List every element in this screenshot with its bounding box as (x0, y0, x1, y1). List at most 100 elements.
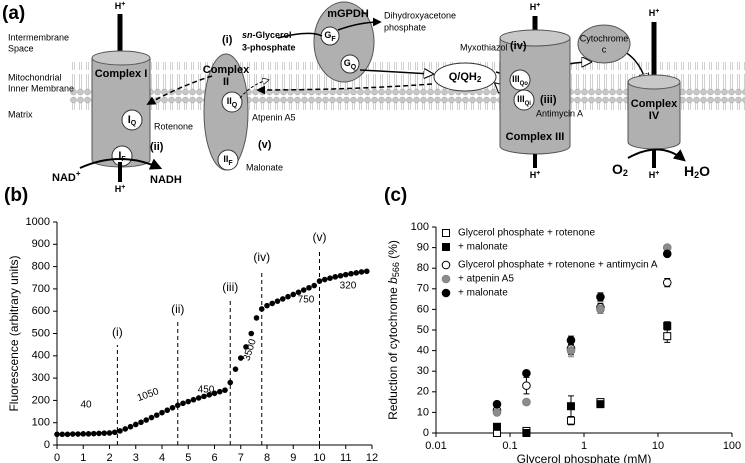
data-point (285, 293, 291, 300)
data-point (253, 315, 260, 321)
legend-label: Glycerol phosphate + rotenone + antimyci… (458, 260, 658, 271)
enzyme-label: mGPDH (327, 8, 369, 20)
product-label: Dihydroxyacetone (384, 10, 456, 20)
legend-label: + atpenin A5 (458, 274, 514, 285)
site-label: GQ (344, 58, 357, 70)
complex-label: Complex I (95, 68, 148, 80)
x-tick-label: 0 (54, 452, 60, 463)
step-label: (ii) (150, 141, 164, 153)
x-tick-label: 12 (366, 452, 378, 463)
site-label: IQ (128, 114, 137, 127)
data-point (216, 388, 223, 395)
y-tick-label: 1000 (26, 216, 50, 228)
y-axis-title-part: Reduction of cytochrome (386, 284, 400, 420)
data-point (153, 412, 160, 418)
data-point (274, 298, 281, 304)
data-point (90, 430, 97, 437)
x-tick-label: 11 (340, 452, 351, 463)
data-point (348, 270, 354, 277)
data-point (295, 289, 302, 296)
y-tick-label: 100 (411, 221, 429, 233)
y-tick-label: 60 (417, 303, 429, 315)
y-tick-label: 0 (44, 439, 50, 451)
data-point (332, 274, 339, 280)
data-point (222, 387, 228, 393)
panel-label: (a) (2, 3, 25, 24)
y-tick-label: 80 (417, 262, 429, 274)
data-point (190, 396, 197, 403)
site-label: IIF (223, 154, 233, 166)
y-tick-label: 900 (32, 238, 50, 250)
step-label: (iii) (540, 94, 557, 106)
data-point (59, 431, 66, 438)
proton-label: H+ (115, 184, 126, 195)
complex-label: Complex III (506, 131, 565, 143)
data-point (264, 302, 270, 309)
y-tick-label: 800 (32, 261, 50, 273)
data-point (69, 431, 76, 437)
step-label: (i) (222, 34, 233, 46)
rate-label: 1050 (136, 386, 161, 404)
data-point (111, 429, 118, 436)
data-point (492, 399, 502, 409)
substrate-label: sn-Glycerol (242, 30, 292, 40)
y-tick-label: 100 (32, 417, 50, 429)
data-point (522, 429, 531, 437)
proton-label: H+ (649, 170, 660, 181)
site-label: GF (324, 30, 336, 42)
data-point (80, 431, 87, 437)
y-axis-title: Fluorescence (arbitrary units) (7, 255, 21, 411)
data-point (258, 306, 265, 312)
legend-marker (441, 288, 451, 298)
data-point (353, 270, 360, 276)
data-point (206, 392, 213, 398)
y-tick-label: 90 (417, 242, 429, 254)
legend-label: + malonate (458, 288, 508, 299)
y-tick-label: 20 (417, 386, 429, 398)
inhibitor-label: Antimycin A (536, 108, 583, 118)
site-label: IIIQi (517, 94, 531, 106)
complex-label: Complex (203, 64, 250, 76)
data-point (321, 276, 328, 283)
x-tick-label: 100 (723, 440, 741, 452)
y-axis-title: Reduction of cytochrome b566 (%) (386, 240, 401, 420)
data-point (662, 249, 672, 259)
data-point (101, 430, 108, 436)
data-point (148, 414, 155, 421)
data-point (311, 282, 318, 289)
event-label: (iii) (222, 280, 238, 294)
rate-label: 3500 (241, 337, 258, 362)
event-label: (iv) (253, 250, 270, 264)
data-point (300, 287, 307, 293)
data-point (269, 300, 276, 307)
event-label: (i) (112, 325, 123, 339)
x-tick-label: 10 (313, 452, 325, 463)
data-point (117, 428, 123, 434)
x-tick-label: 0.01 (425, 440, 446, 452)
region-label: Inner Membrane (8, 83, 74, 93)
panel-label: (b) (4, 185, 28, 206)
nad-label: NAD+ (52, 169, 81, 184)
data-point (195, 395, 202, 401)
data-point (106, 430, 113, 436)
data-point (596, 292, 605, 302)
y-tick-label: 600 (32, 305, 50, 317)
data-point (327, 275, 333, 281)
x-tick-label: 10 (652, 440, 664, 452)
data-point (243, 344, 249, 350)
data-point (96, 430, 102, 437)
data-point (201, 393, 207, 400)
data-point (75, 431, 81, 437)
x-tick-label: 2 (106, 452, 112, 463)
y-axis-title-part: (%) (386, 240, 400, 262)
data-point (164, 407, 171, 414)
inhibitor-label: Rotenone (154, 121, 193, 131)
data-point (522, 381, 531, 390)
x-tick-label: 4 (159, 452, 165, 463)
data-point (248, 330, 255, 337)
region-label: Space (8, 43, 34, 53)
data-point (566, 346, 576, 355)
x-tick-label: 7 (238, 452, 244, 463)
data-point (363, 268, 370, 275)
